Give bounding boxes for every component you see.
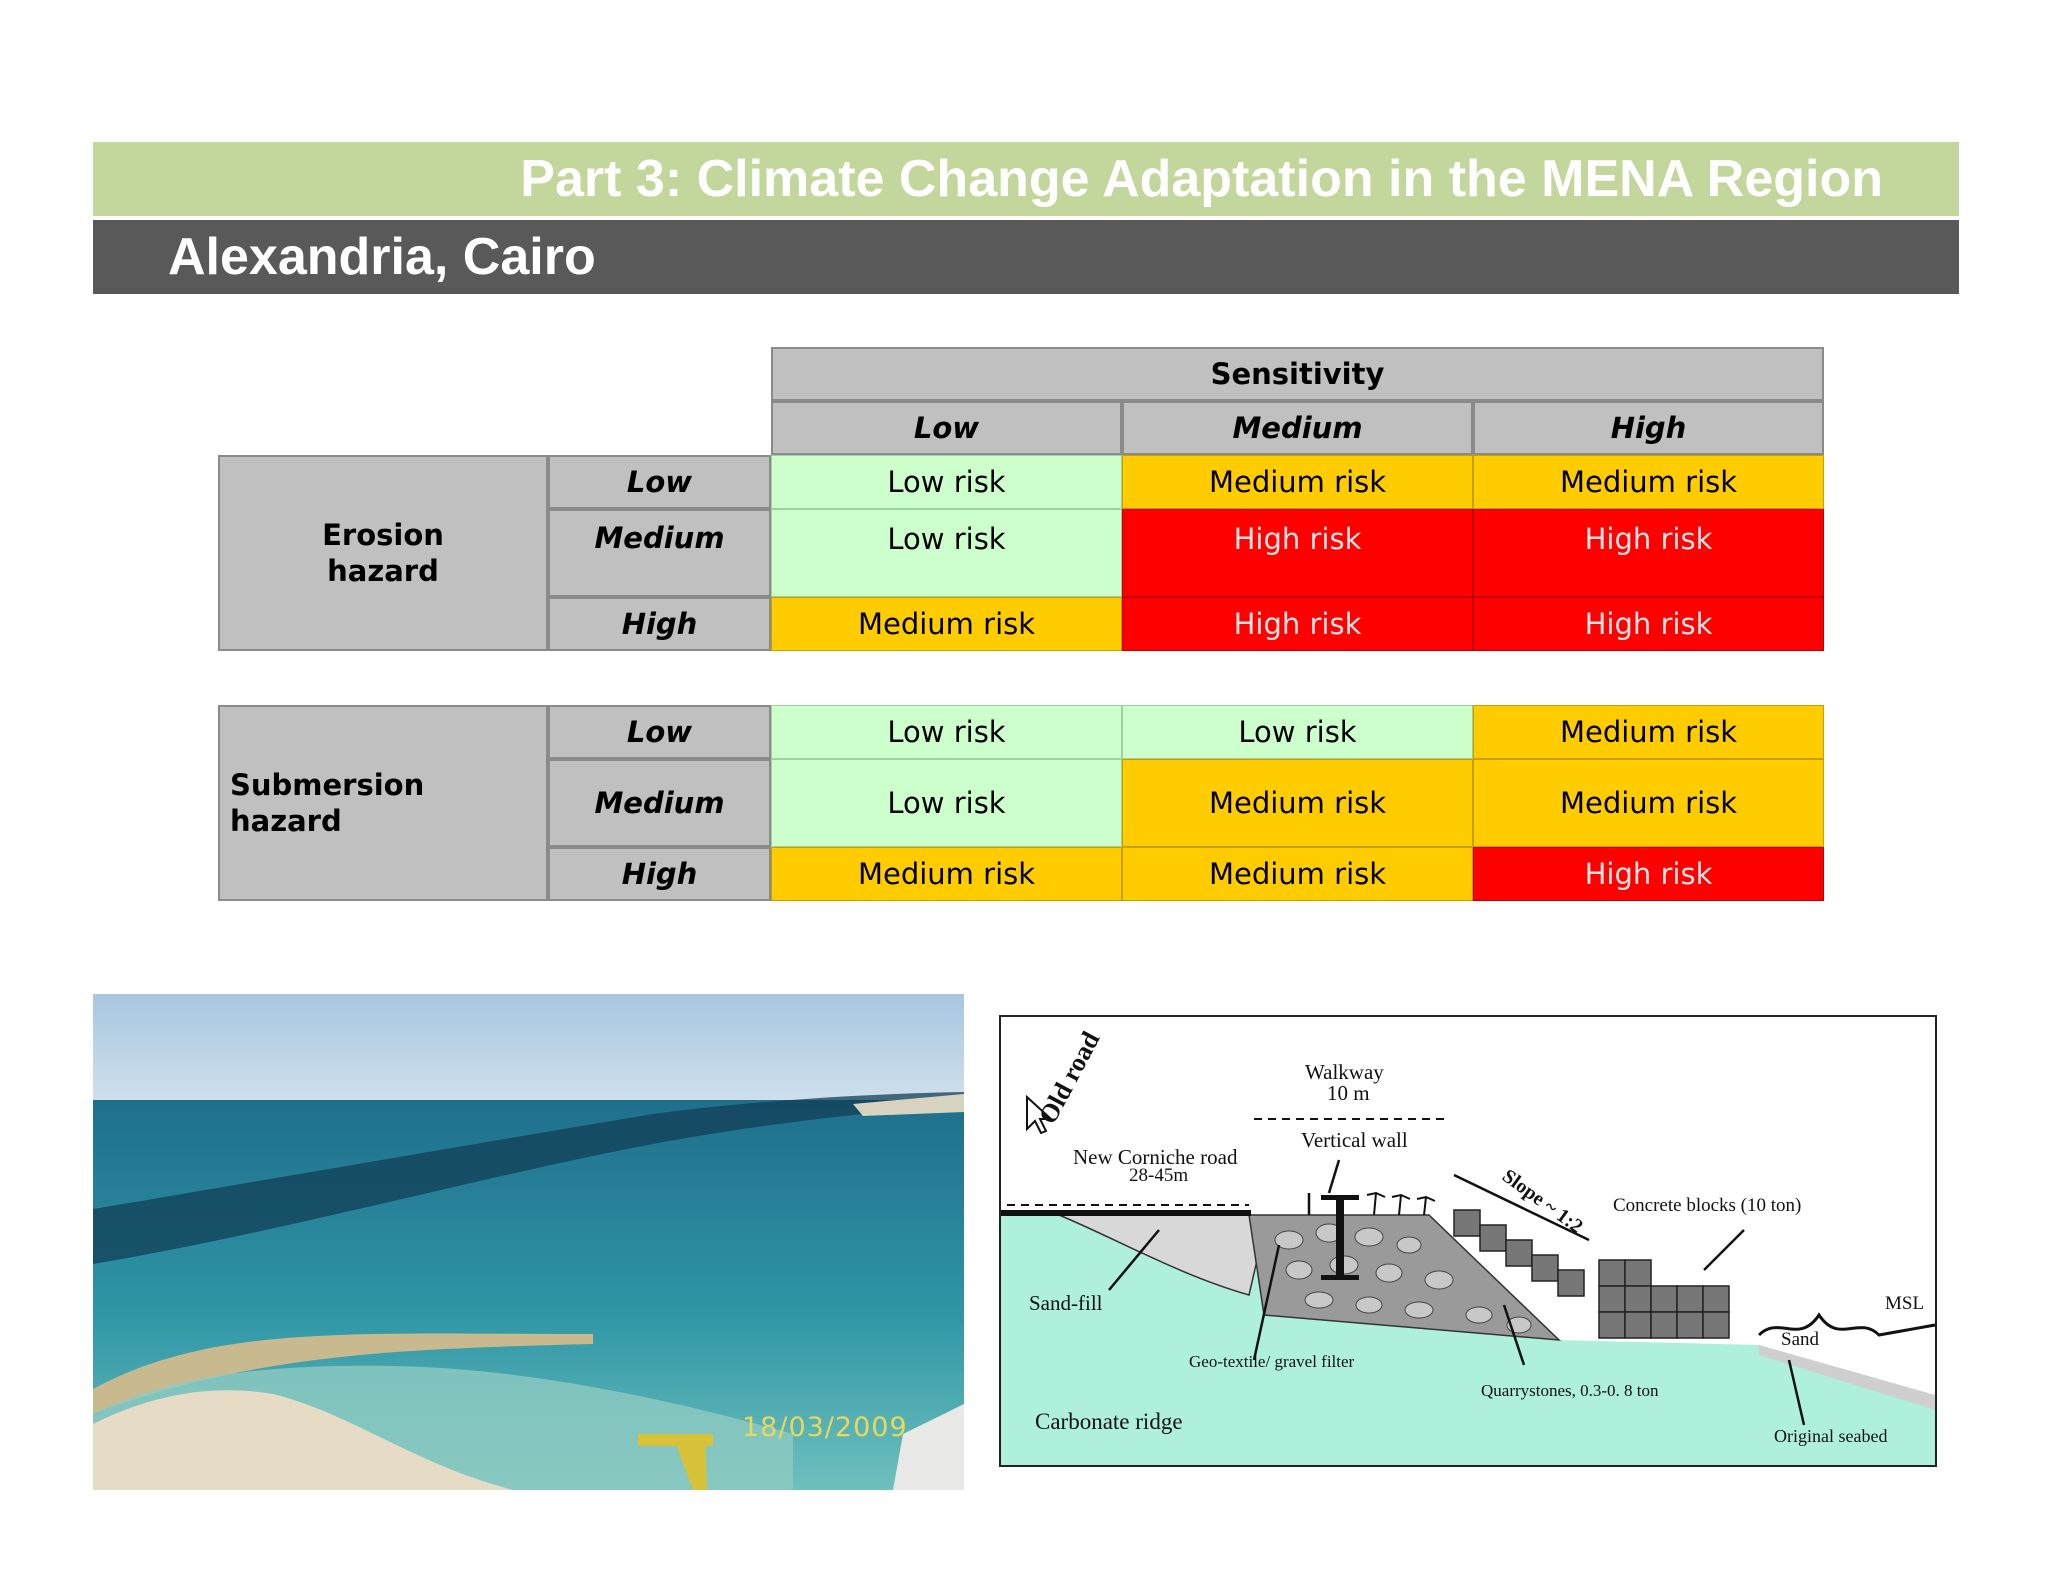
- submersion-high-high: High risk: [1473, 847, 1824, 901]
- column-header-high: High: [1473, 401, 1824, 455]
- erosion-hazard-label: Erosion hazard: [218, 455, 548, 651]
- photo-date-stamp: 18/03/2009: [742, 1412, 908, 1443]
- submersion-low-high: Medium risk: [1473, 705, 1824, 759]
- erosion-low-high: Medium risk: [1473, 455, 1824, 509]
- submersion-row-medium: Medium: [548, 759, 771, 847]
- label-new-corniche: New Corniche road: [1073, 1145, 1238, 1169]
- label-carbonate-ridge: Carbonate ridge: [1035, 1409, 1183, 1434]
- label-new-corniche-width: 28-45m: [1129, 1165, 1189, 1186]
- label-original-seabed: Original seabed: [1774, 1426, 1888, 1446]
- sensitivity-header: Sensitivity: [771, 347, 1824, 401]
- label-quarrystones: Quarrystones, 0.3-0. 8 ton: [1481, 1381, 1659, 1400]
- label-sand-fill: Sand-fill: [1029, 1291, 1103, 1315]
- label-walkway-width: 10 m: [1327, 1081, 1370, 1105]
- label-geotextile: Geo-textile/ gravel filter: [1189, 1352, 1355, 1371]
- column-header-medium: Medium: [1122, 401, 1473, 455]
- coastline-photo: 18/03/2009: [93, 994, 964, 1490]
- erosion-low-medium: Medium risk: [1122, 455, 1473, 509]
- erosion-medium-high: High risk: [1473, 509, 1824, 597]
- submersion-low-low: Low risk: [771, 705, 1122, 759]
- submersion-medium-medium: Medium risk: [1122, 759, 1473, 847]
- subtitle-bar: Alexandria, Cairo: [93, 220, 1959, 294]
- label-sand: Sand: [1781, 1329, 1819, 1350]
- erosion-high-high: High risk: [1473, 597, 1824, 651]
- erosion-row-high: High: [548, 597, 771, 651]
- coastline-photo-art: [93, 994, 964, 1490]
- erosion-medium-low: Low risk: [771, 509, 1122, 597]
- erosion-low-low: Low risk: [771, 455, 1122, 509]
- column-header-low: Low: [771, 401, 1122, 455]
- submersion-hazard-label: Submersion hazard: [218, 705, 548, 901]
- submersion-medium-low: Low risk: [771, 759, 1122, 847]
- seawall-diagram-art: [999, 1015, 1937, 1467]
- label-concrete-blocks: Concrete blocks (10 ton): [1613, 1195, 1802, 1216]
- submersion-high-low: Medium risk: [771, 847, 1122, 901]
- submersion-row-high: High: [548, 847, 771, 901]
- title-bar: Part 3: Climate Change Adaptation in the…: [93, 142, 1959, 216]
- slide-subtitle: Alexandria, Cairo: [168, 228, 596, 286]
- erosion-high-low: Medium risk: [771, 597, 1122, 651]
- label-vertical-wall: Vertical wall: [1301, 1128, 1408, 1152]
- erosion-row-medium: Medium: [548, 509, 771, 597]
- submersion-low-medium: Low risk: [1122, 705, 1473, 759]
- submersion-high-medium: Medium risk: [1122, 847, 1473, 901]
- submersion-row-low: Low: [548, 705, 771, 759]
- erosion-high-medium: High risk: [1122, 597, 1473, 651]
- erosion-row-low: Low: [548, 455, 771, 509]
- erosion-medium-medium: High risk: [1122, 509, 1473, 597]
- slide-title: Part 3: Climate Change Adaptation in the…: [520, 150, 1883, 208]
- label-msl: MSL: [1885, 1293, 1925, 1314]
- seawall-cross-section-diagram: Old road Walkway 10 m Vertical wall New …: [999, 1015, 1937, 1467]
- submersion-medium-high: Medium risk: [1473, 759, 1824, 847]
- label-walkway: Walkway: [1305, 1060, 1384, 1084]
